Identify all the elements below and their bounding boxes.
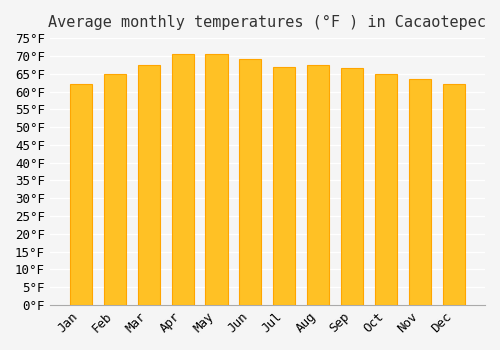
Bar <box>274 66 295 305</box>
Bar <box>172 54 194 305</box>
Bar <box>375 74 398 305</box>
Title: Average monthly temperatures (°F ) in Cacaotepec: Average monthly temperatures (°F ) in Ca… <box>48 15 486 30</box>
Bar <box>308 65 330 305</box>
Bar <box>70 84 92 305</box>
Bar <box>342 68 363 305</box>
Bar <box>104 74 126 305</box>
Bar <box>206 54 228 305</box>
Bar <box>138 65 160 305</box>
Bar <box>443 84 465 305</box>
Bar <box>409 79 432 305</box>
Bar <box>240 60 262 305</box>
